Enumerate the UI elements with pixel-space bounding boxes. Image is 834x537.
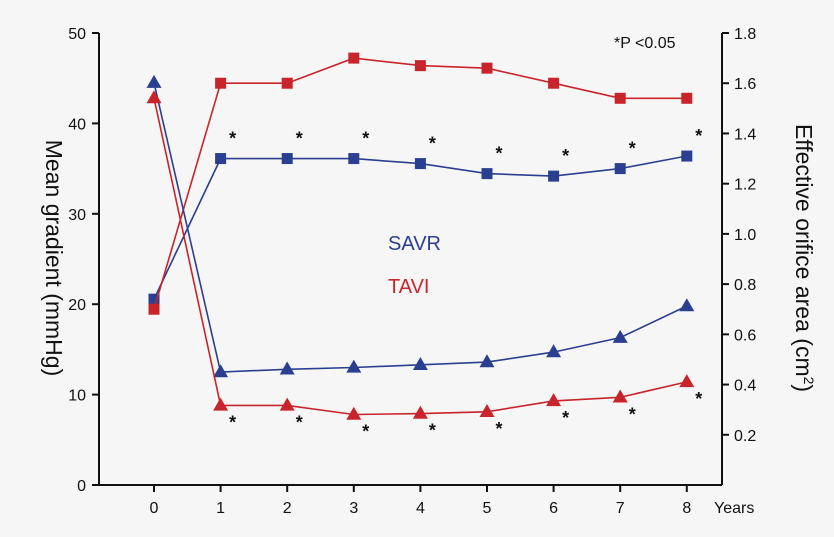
y-axis-label-left: Mean gradient (mmHg) bbox=[41, 140, 67, 376]
y-axis-label-right: Effective orifice area (cm2) bbox=[791, 124, 817, 392]
data-point-tavi-effective-orifice-area bbox=[614, 92, 626, 104]
data-point-tavi-mean-gradient bbox=[279, 397, 295, 411]
significance-annotation: *P <0.05 bbox=[614, 35, 676, 52]
x-tick-label: 8 bbox=[682, 500, 691, 517]
significance-star-lower: * bbox=[229, 412, 236, 432]
y-axis-label-right-superscript: 2 bbox=[801, 377, 817, 385]
significance-star-upper: * bbox=[429, 134, 436, 154]
significance-star-upper: * bbox=[629, 139, 636, 159]
significance-star-upper: * bbox=[229, 129, 236, 149]
data-point-tavi-effective-orifice-area bbox=[281, 77, 293, 89]
x-tick-label: 1 bbox=[216, 500, 225, 517]
y-tick-label-right: 0.8 bbox=[734, 277, 756, 294]
y-tick-label-left: 40 bbox=[68, 116, 86, 133]
significance-star-upper: * bbox=[495, 144, 502, 164]
data-point-tavi-mean-gradient bbox=[346, 406, 362, 420]
data-point-tavi-effective-orifice-area bbox=[215, 77, 227, 89]
data-point-savr-effective-orifice-area bbox=[348, 153, 360, 165]
data-point-savr-effective-orifice-area bbox=[548, 170, 560, 182]
data-point-savr-effective-orifice-area bbox=[148, 293, 160, 305]
chart-marks: * * * * * * * * * * * * * * * * bbox=[146, 52, 702, 441]
y-tick-label-right: 0.6 bbox=[734, 327, 756, 344]
y-axis-label-right-close: ) bbox=[791, 384, 817, 392]
significance-star-upper: * bbox=[695, 126, 702, 146]
x-tick-label: 5 bbox=[483, 500, 492, 517]
data-point-tavi-mean-gradient bbox=[612, 389, 628, 403]
data-point-savr-effective-orifice-area bbox=[414, 158, 426, 170]
y-tick-label-left: 20 bbox=[68, 297, 86, 314]
x-tick-label: 6 bbox=[549, 500, 558, 517]
chart-labels: Mean gradient (mmHg) Effective orifice a… bbox=[41, 35, 817, 517]
data-point-tavi-effective-orifice-area bbox=[681, 92, 693, 104]
series-line-savr-mean-gradient bbox=[153, 82, 688, 373]
significance-star-lower: * bbox=[562, 408, 569, 428]
significance-star-lower: * bbox=[296, 412, 303, 432]
y-tick-label-right: 0.2 bbox=[734, 428, 756, 445]
significance-star-upper: * bbox=[296, 129, 303, 149]
data-point-savr-effective-orifice-area bbox=[614, 163, 626, 175]
x-tick-label: 3 bbox=[349, 500, 358, 517]
significance-star-lower: * bbox=[362, 421, 369, 441]
x-tick-label: 0 bbox=[150, 500, 159, 517]
y-tick-label-right: 1.2 bbox=[734, 177, 756, 194]
data-point-savr-mean-gradient bbox=[146, 74, 162, 88]
data-point-tavi-effective-orifice-area bbox=[548, 77, 560, 89]
y-tick-label-left: 30 bbox=[68, 207, 86, 224]
data-point-tavi-effective-orifice-area bbox=[348, 52, 360, 64]
data-point-savr-mean-gradient bbox=[279, 361, 295, 375]
significance-star-upper: * bbox=[562, 146, 569, 166]
series-line-tavi-effective-orifice-area bbox=[153, 57, 687, 310]
significance-star-lower: * bbox=[629, 404, 636, 424]
significance-star-lower: * bbox=[695, 389, 702, 409]
data-point-tavi-effective-orifice-area bbox=[414, 60, 426, 72]
data-point-savr-effective-orifice-area bbox=[281, 153, 293, 165]
data-point-tavi-mean-gradient bbox=[479, 403, 495, 417]
y-tick-label-right: 1.8 bbox=[734, 26, 756, 43]
significance-star-upper: * bbox=[362, 129, 369, 149]
axes: 0 10 20 30 40 50 0.2 0.4 0.6 0.8 1.0 1.2 1.4 1.6 1.8 0 1… bbox=[68, 26, 756, 517]
data-point-savr-mean-gradient bbox=[213, 364, 229, 378]
data-point-tavi-effective-orifice-area bbox=[481, 62, 493, 74]
x-axis-label: Years bbox=[714, 500, 754, 517]
legend-label-tavi: TAVI bbox=[388, 276, 429, 298]
y-axis-label-right-main: Effective orifice area (cm bbox=[791, 124, 817, 377]
x-tick-label: 7 bbox=[616, 500, 625, 517]
data-point-savr-mean-gradient bbox=[546, 344, 562, 358]
y-tick-label-left: 0 bbox=[77, 478, 86, 495]
y-tick-label-left: 50 bbox=[68, 26, 86, 43]
y-tick-label-right: 0.4 bbox=[734, 378, 756, 395]
data-point-savr-effective-orifice-area bbox=[215, 153, 227, 165]
data-point-tavi-mean-gradient bbox=[546, 393, 562, 407]
y-tick-label-left: 10 bbox=[68, 388, 86, 405]
data-point-tavi-mean-gradient bbox=[146, 90, 162, 104]
data-point-tavi-mean-gradient bbox=[412, 405, 428, 419]
data-point-savr-effective-orifice-area bbox=[481, 168, 493, 180]
data-point-savr-mean-gradient bbox=[679, 298, 695, 312]
significance-star-lower: * bbox=[429, 421, 436, 441]
data-point-tavi-mean-gradient bbox=[213, 397, 229, 411]
data-point-savr-mean-gradient bbox=[346, 359, 362, 373]
legend-label-savr: SAVR bbox=[388, 233, 441, 255]
significance-star-lower: * bbox=[495, 419, 502, 439]
y-tick-label-right: 1.0 bbox=[734, 227, 756, 244]
data-point-savr-mean-gradient bbox=[612, 329, 628, 343]
data-point-tavi-effective-orifice-area bbox=[148, 303, 160, 315]
x-tick-label: 4 bbox=[416, 500, 425, 517]
y-tick-label-right: 1.4 bbox=[734, 126, 756, 143]
data-point-savr-effective-orifice-area bbox=[681, 150, 693, 162]
y-tick-label-right: 1.6 bbox=[734, 76, 756, 93]
data-point-savr-mean-gradient bbox=[412, 356, 428, 370]
data-point-tavi-mean-gradient bbox=[679, 374, 695, 388]
data-point-savr-mean-gradient bbox=[479, 354, 495, 368]
x-tick-label: 2 bbox=[283, 500, 292, 517]
